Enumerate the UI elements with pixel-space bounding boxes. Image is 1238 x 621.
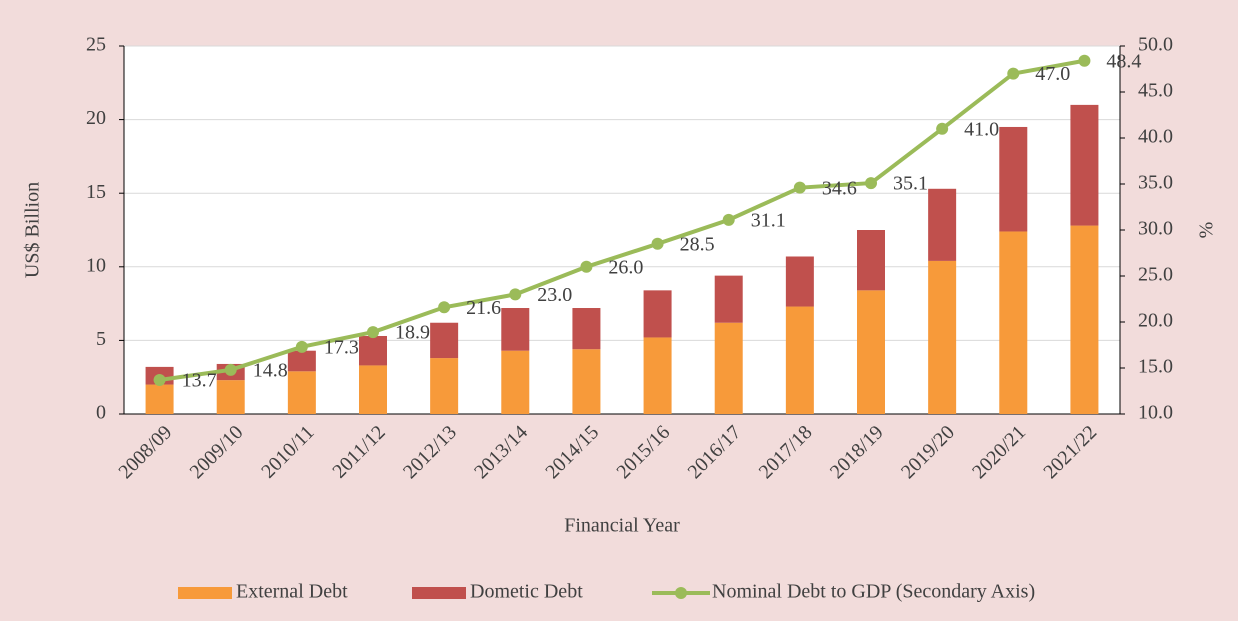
y-tick-label: 10 (86, 254, 106, 276)
y-axis-title: US$ Billion (22, 182, 44, 278)
data-label: 13.7 (182, 370, 217, 392)
data-label: 17.3 (324, 336, 359, 358)
data-label: 48.4 (1106, 50, 1141, 72)
bar (1070, 104, 1099, 226)
bar (501, 308, 530, 351)
y2-tick-label: 10.0 (1138, 402, 1173, 424)
y2-tick-label: 45.0 (1138, 80, 1173, 102)
data-label: 18.9 (395, 322, 430, 344)
line-marker (1007, 67, 1020, 80)
bar (643, 290, 672, 338)
bar (857, 230, 885, 291)
line (159, 58, 1085, 382)
line-marker (438, 301, 451, 314)
line-marker (936, 122, 949, 135)
y-tick-label: 15 (86, 181, 106, 203)
legend-label: Nominal Debt to GDP (Secondary Axis) (712, 581, 1035, 603)
bar (572, 308, 601, 350)
line-marker (1078, 54, 1091, 67)
line-marker (509, 288, 522, 301)
bar (785, 306, 814, 414)
line-marker (793, 181, 806, 194)
y-tick-label: 5 (96, 328, 106, 350)
bar (643, 337, 672, 414)
legend-label: External Debt (236, 581, 348, 603)
bar (714, 275, 743, 323)
y2-axis-title: % (1196, 222, 1218, 239)
bar (359, 335, 387, 366)
bar (714, 322, 743, 414)
y-tick-label: 0 (96, 402, 106, 424)
bar (1070, 225, 1099, 414)
bar (287, 371, 316, 414)
bar (999, 231, 1028, 414)
y2-tick-label: 20.0 (1138, 310, 1173, 332)
bar (785, 256, 814, 307)
y-tick-label: 25 (86, 34, 106, 56)
y2-tick-label: 15.0 (1138, 356, 1173, 378)
bar (216, 380, 245, 414)
bar (857, 290, 885, 414)
bar (999, 126, 1028, 232)
x-axis-title: Financial Year (564, 515, 680, 537)
legend-swatch (412, 587, 466, 599)
bar (287, 350, 316, 372)
data-label: 47.0 (1035, 63, 1070, 85)
line-marker (865, 177, 877, 190)
bar (430, 358, 459, 414)
y-tick-label: 20 (86, 107, 106, 129)
bar (928, 260, 957, 414)
line-marker (295, 340, 308, 353)
y2-tick-label: 25.0 (1138, 264, 1173, 286)
legend-label: Dometic Debt (470, 581, 583, 603)
legend-swatch (178, 587, 232, 599)
line-marker (580, 260, 593, 273)
line-marker (367, 326, 379, 339)
data-label: 14.8 (253, 359, 288, 381)
line-marker (153, 373, 166, 386)
data-label: 21.6 (466, 297, 501, 319)
y2-tick-label: 35.0 (1138, 172, 1173, 194)
line-marker (722, 213, 735, 226)
line-marker (651, 237, 664, 250)
data-label: 23.0 (537, 284, 572, 306)
data-label: 31.1 (751, 209, 786, 231)
bar (359, 365, 387, 414)
line-marker (224, 363, 237, 376)
bar (430, 322, 459, 359)
bar (928, 188, 957, 261)
y2-tick-label: 50.0 (1138, 34, 1173, 56)
data-label: 26.0 (608, 256, 643, 278)
data-label: 34.6 (822, 177, 857, 199)
bar (572, 349, 601, 414)
bar (501, 350, 530, 414)
y2-tick-label: 30.0 (1138, 218, 1173, 240)
data-label: 35.1 (893, 173, 928, 195)
y2-tick-label: 40.0 (1138, 126, 1173, 148)
legend-swatch (675, 587, 687, 599)
bar (145, 384, 174, 414)
data-label: 28.5 (680, 233, 715, 255)
data-label: 41.0 (964, 118, 999, 140)
